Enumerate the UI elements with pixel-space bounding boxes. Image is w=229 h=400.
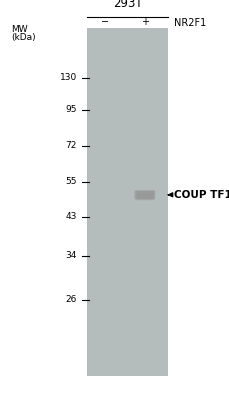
Text: 43: 43 xyxy=(65,212,77,221)
FancyBboxPatch shape xyxy=(135,191,154,200)
Text: 72: 72 xyxy=(65,142,77,150)
Text: (kDa): (kDa) xyxy=(11,33,36,42)
Text: 26: 26 xyxy=(65,296,77,304)
FancyBboxPatch shape xyxy=(134,190,155,199)
Text: 34: 34 xyxy=(65,252,77,260)
Bar xyxy=(87,28,167,376)
Text: 130: 130 xyxy=(60,74,77,82)
Text: −: − xyxy=(100,17,108,27)
Text: +: + xyxy=(140,17,148,27)
Text: MW: MW xyxy=(11,25,28,34)
Text: 293T: 293T xyxy=(112,0,142,10)
FancyBboxPatch shape xyxy=(137,192,152,201)
FancyBboxPatch shape xyxy=(136,191,153,200)
Text: COUP TF1: COUP TF1 xyxy=(173,190,229,200)
FancyBboxPatch shape xyxy=(134,190,155,199)
Text: 95: 95 xyxy=(65,106,77,114)
Text: 55: 55 xyxy=(65,178,77,186)
FancyBboxPatch shape xyxy=(136,192,153,200)
Text: NR2F1: NR2F1 xyxy=(173,18,205,28)
